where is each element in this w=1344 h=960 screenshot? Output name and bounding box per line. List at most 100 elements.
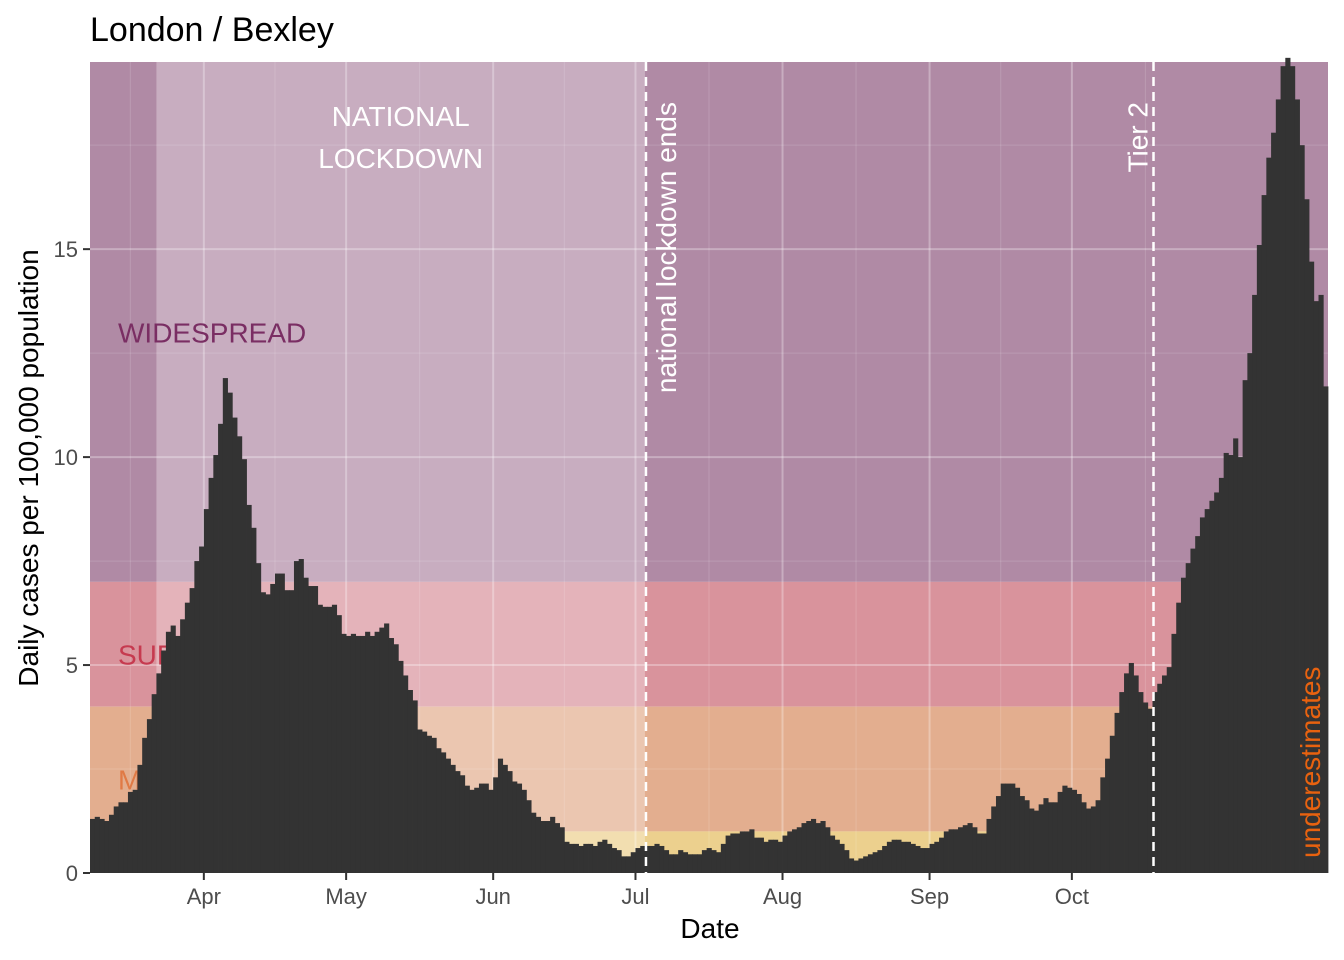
bar (322, 606, 328, 873)
bar (682, 852, 689, 873)
bar (260, 592, 266, 873)
bar (1152, 692, 1158, 873)
bar (184, 602, 191, 873)
bar (1095, 800, 1101, 873)
bar (569, 843, 575, 873)
bar (958, 827, 964, 873)
bar (99, 818, 105, 873)
band-label-moderate: M (118, 764, 141, 795)
bar (697, 854, 703, 873)
bar (939, 837, 945, 873)
bar (237, 436, 243, 873)
x-tick-label: Aug (763, 884, 802, 909)
bar (146, 719, 153, 873)
bar (417, 729, 423, 873)
bar (256, 563, 262, 873)
bar (967, 823, 973, 873)
bar (90, 818, 96, 873)
bar (1062, 785, 1068, 873)
bar (545, 821, 551, 873)
bar (113, 806, 119, 873)
bar (1071, 789, 1078, 873)
bar (327, 606, 333, 873)
bar (1242, 380, 1248, 873)
bar (730, 833, 736, 873)
bar (1190, 548, 1196, 873)
bar (592, 845, 598, 873)
x-tick-label: Oct (1055, 884, 1089, 909)
bar (312, 586, 319, 873)
bar (1010, 783, 1016, 873)
bar (303, 577, 309, 873)
bar (621, 856, 627, 873)
bar (151, 694, 157, 873)
bar (649, 845, 655, 873)
bar (934, 841, 940, 873)
bar (635, 848, 641, 873)
bar (1024, 800, 1030, 873)
bar (512, 781, 518, 873)
bar (768, 839, 774, 873)
bar (265, 594, 271, 873)
bar (877, 850, 883, 873)
y-tick-label: 10 (54, 445, 78, 470)
bar (915, 845, 921, 873)
bar (180, 619, 186, 873)
bar (668, 854, 674, 873)
bar (331, 604, 338, 873)
bar (1157, 683, 1163, 873)
y-tick-label: 5 (66, 653, 78, 678)
bar (478, 783, 485, 873)
bar (583, 843, 589, 873)
bar (625, 856, 632, 873)
bar (1247, 353, 1253, 874)
bar (1294, 99, 1300, 873)
lockdown-label-line2: LOCKDOWN (318, 143, 483, 174)
event-label: Tier 2 (1122, 102, 1153, 173)
bar (350, 633, 357, 873)
bar (640, 845, 646, 873)
bar (412, 700, 418, 873)
bar (886, 841, 893, 873)
underestimates-label: underestimates (1295, 667, 1326, 858)
bar (550, 816, 556, 873)
bar (920, 848, 926, 873)
bar (94, 816, 100, 873)
bar (374, 631, 380, 873)
bar (1048, 802, 1054, 873)
bar (644, 845, 651, 873)
bar (744, 831, 750, 873)
bar (208, 477, 214, 873)
bar (1318, 294, 1324, 873)
bar (108, 814, 115, 873)
bar (213, 455, 219, 873)
bar (1086, 808, 1092, 873)
bar (459, 775, 466, 873)
bar (1290, 66, 1296, 873)
bar (1147, 708, 1153, 873)
bar (735, 833, 741, 873)
bar (127, 791, 134, 873)
bar (901, 841, 907, 873)
bar (948, 829, 954, 873)
bar (175, 635, 181, 873)
bar (189, 588, 195, 873)
bar (1124, 673, 1130, 873)
bar (118, 802, 124, 873)
bar (825, 827, 831, 873)
bar (161, 650, 167, 873)
bar (1105, 758, 1111, 873)
bar (360, 635, 366, 873)
bar (1109, 735, 1115, 873)
bar (1313, 301, 1319, 874)
bar (232, 417, 238, 873)
bar (1237, 457, 1244, 873)
bar (597, 841, 603, 873)
bar (1029, 808, 1035, 873)
bar (782, 835, 788, 873)
bar (341, 633, 347, 873)
bar (1266, 157, 1272, 874)
bar (1275, 99, 1281, 873)
bar (678, 850, 684, 873)
